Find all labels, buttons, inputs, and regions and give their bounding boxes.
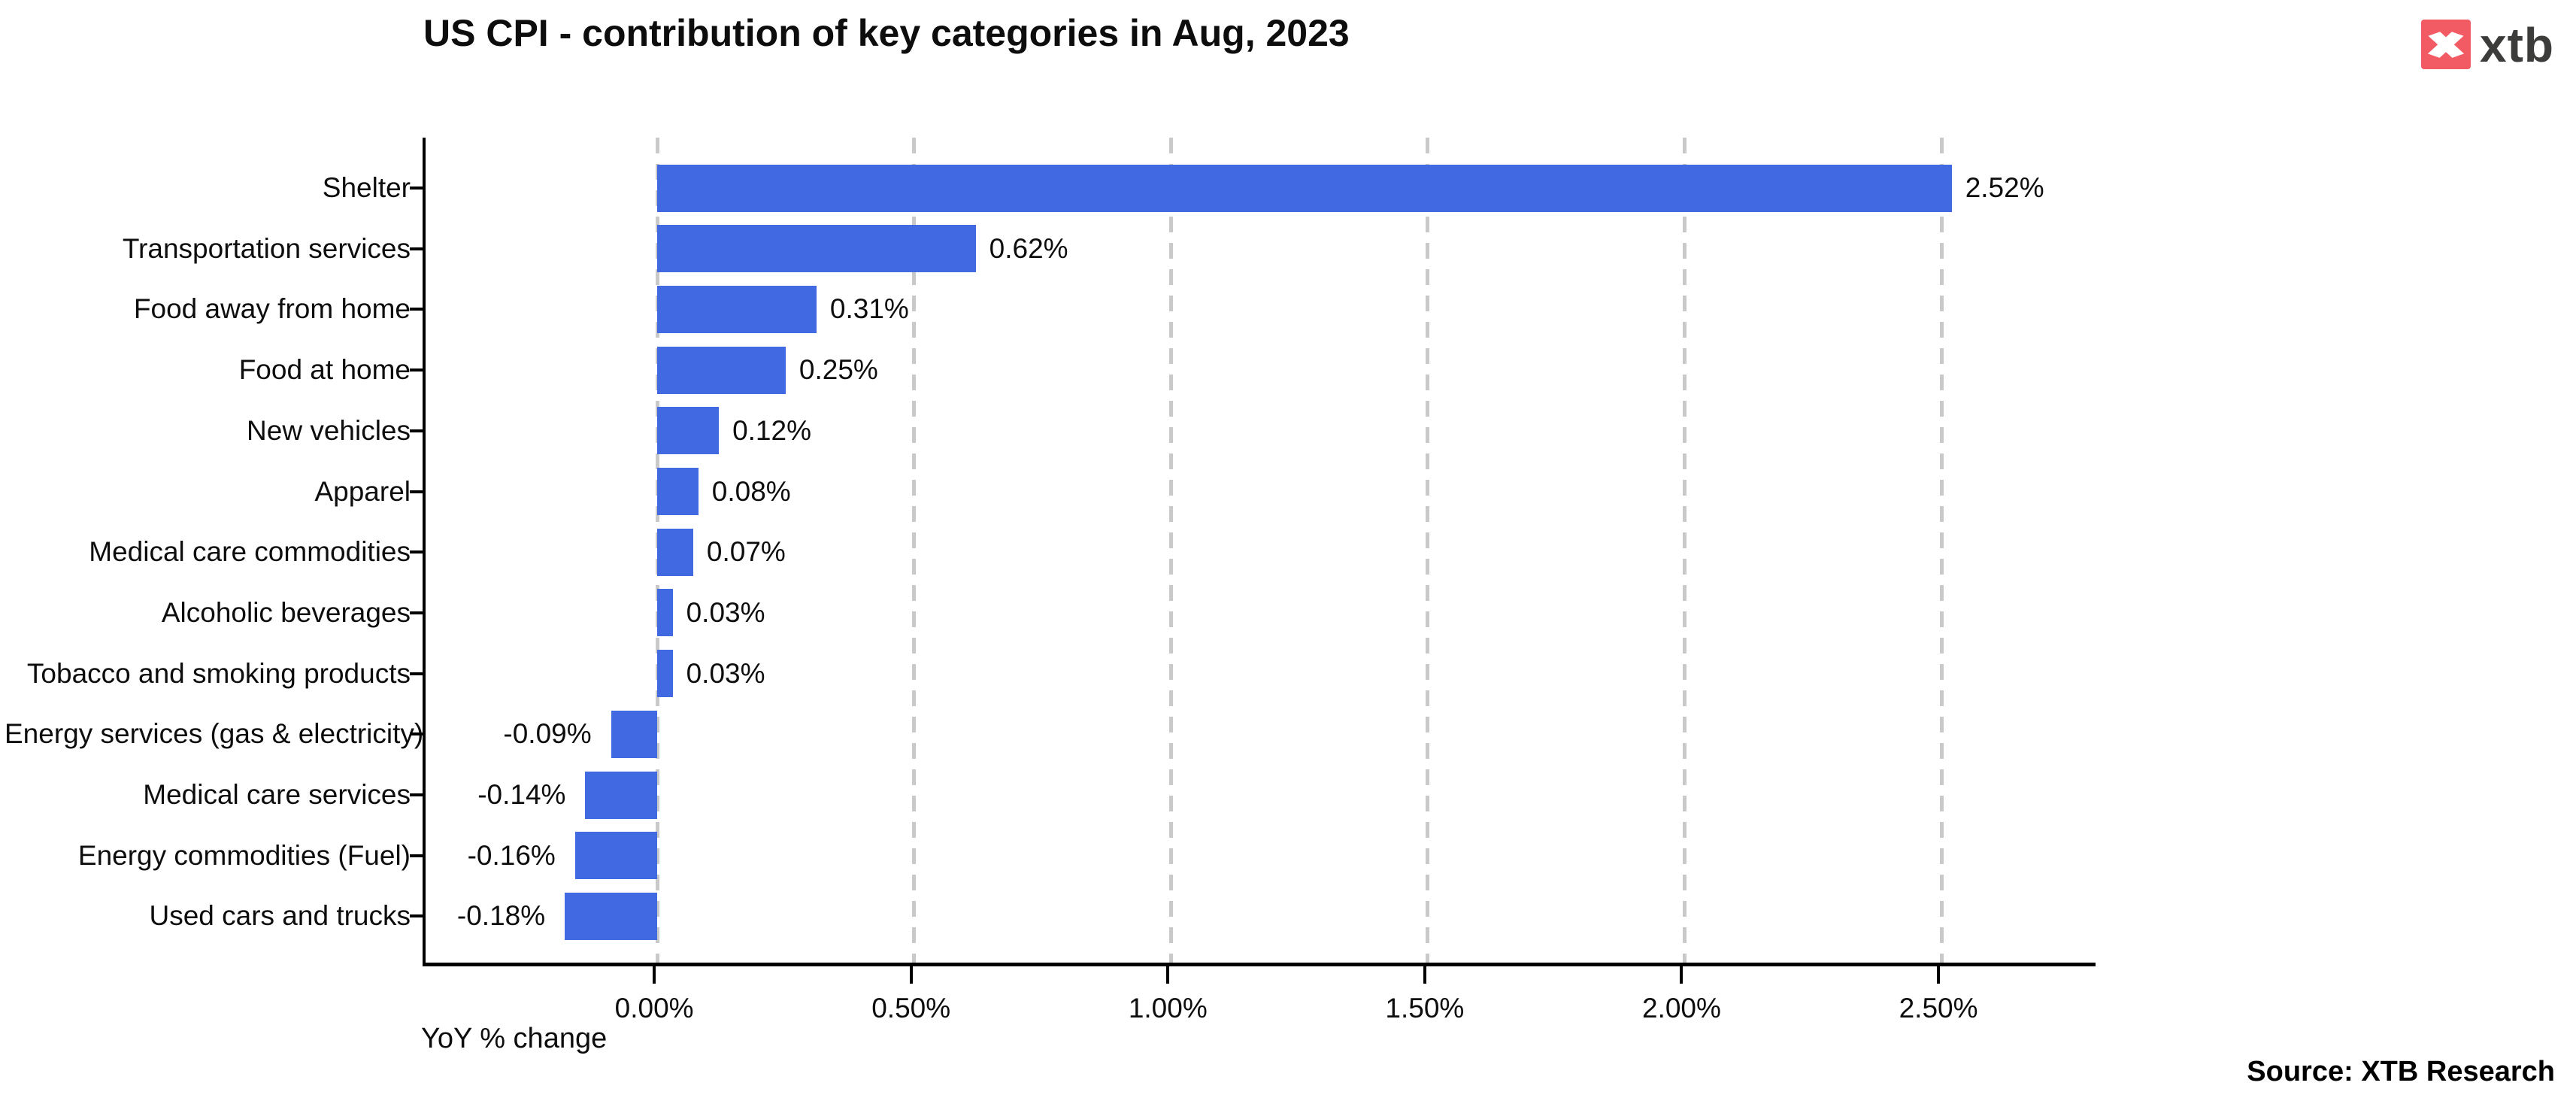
gridline-2: [1682, 138, 1687, 963]
y-tick-alcoholic-beverages: [410, 611, 423, 614]
y-tick-tobacco-and-smoking-products: [410, 672, 423, 675]
bar-energy-commodities-fuel: [574, 832, 658, 880]
x-tick-2.50%: [1937, 966, 1941, 984]
value-label-new-vehicles: 0.12%: [732, 414, 811, 446]
y-tick-used-cars-and-trucks: [410, 914, 423, 918]
x-tick-label-0.00%: 0.00%: [614, 993, 694, 1024]
y-tick-food-away-from-home: [410, 308, 423, 311]
value-label-energy-services-gas-electricity: -0.09%: [503, 718, 592, 750]
bar-shelter: [657, 164, 1952, 212]
x-tick-1.50%: [1423, 966, 1426, 984]
bar-medical-care-commodities: [657, 528, 693, 576]
xtb-x-icon: [2427, 32, 2465, 58]
gridline-1.5: [1426, 138, 1430, 963]
x-tick-0.00%: [653, 966, 656, 984]
value-label-food-at-home: 0.25%: [799, 354, 878, 386]
gridline-1: [1168, 138, 1173, 963]
chart-title: US CPI - contribution of key categories …: [423, 12, 1350, 54]
x-tick-label-1.50%: 1.50%: [1385, 993, 1465, 1024]
bar-tobacco-and-smoking-products: [657, 650, 673, 698]
category-label-shelter: Shelter: [322, 172, 411, 203]
value-label-alcoholic-beverages: 0.03%: [686, 596, 765, 628]
value-label-used-cars-and-trucks: -0.18%: [456, 900, 546, 932]
y-tick-energy-commodities-fuel: [410, 854, 423, 857]
xtb-logo-text: xtb: [2480, 18, 2554, 72]
y-tick-transportation-services: [410, 247, 423, 250]
xtb-logo: xtb: [2421, 20, 2554, 69]
bar-new-vehicles: [657, 407, 720, 455]
bar-food-away-from-home: [657, 285, 817, 333]
value-label-transportation-services: 0.62%: [989, 232, 1068, 264]
source-credit: Source: XTB Research: [2247, 1056, 2555, 1087]
y-tick-energy-services-gas-electricity: [410, 732, 423, 736]
x-tick-1.00%: [1166, 966, 1170, 984]
x-tick-label-1.00%: 1.00%: [1128, 993, 1208, 1024]
bar-alcoholic-beverages: [657, 589, 673, 637]
value-label-apparel: 0.08%: [711, 475, 791, 507]
x-tick-label-0.50%: 0.50%: [871, 993, 951, 1024]
x-tick-label-2.00%: 2.00%: [1641, 993, 1721, 1024]
value-label-food-away-from-home: 0.31%: [829, 293, 909, 325]
category-label-medical-care-services: Medical care services: [143, 779, 411, 810]
value-label-tobacco-and-smoking-products: 0.03%: [686, 657, 765, 689]
bar-transportation-services: [657, 225, 976, 273]
category-label-medical-care-commodities: Medical care commodities: [89, 536, 411, 568]
xtb-logo-mark: [2421, 20, 2471, 69]
value-label-energy-commodities-fuel: -0.16%: [467, 839, 556, 871]
category-label-tobacco-and-smoking-products: Tobacco and smoking products: [26, 657, 411, 689]
y-tick-new-vehicles: [410, 429, 423, 432]
x-tick-2.00%: [1680, 966, 1683, 984]
category-label-alcoholic-beverages: Alcoholic beverages: [161, 596, 411, 628]
y-tick-food-at-home: [410, 368, 423, 372]
x-axis-title: YoY % change: [421, 1023, 608, 1054]
x-tick-label-2.50%: 2.50%: [1899, 993, 1978, 1024]
category-label-new-vehicles: New vehicles: [247, 414, 411, 446]
y-tick-medical-care-services: [410, 793, 423, 796]
y-tick-shelter: [410, 187, 423, 190]
bar-food-at-home: [657, 346, 786, 394]
plot-area: [423, 138, 2096, 966]
y-tick-apparel: [410, 490, 423, 493]
category-label-energy-services-gas-electricity: Energy services (gas & electricity): [5, 718, 424, 750]
bar-energy-services-gas-electricity: [611, 710, 658, 758]
value-label-shelter: 2.52%: [1965, 172, 2044, 203]
gridline-2.5: [1939, 138, 1944, 963]
bar-apparel: [657, 468, 699, 515]
category-label-used-cars-and-trucks: Used cars and trucks: [149, 900, 411, 932]
bar-used-cars-and-trucks: [565, 892, 658, 940]
value-label-medical-care-services: -0.14%: [477, 779, 566, 810]
category-label-food-at-home: Food at home: [238, 354, 411, 386]
category-label-apparel: Apparel: [314, 475, 411, 507]
category-label-food-away-from-home: Food away from home: [133, 293, 411, 325]
gridline-0.5: [912, 138, 917, 963]
bar-medical-care-services: [585, 771, 658, 819]
x-tick-0.50%: [909, 966, 913, 984]
category-label-transportation-services: Transportation services: [122, 232, 411, 264]
value-label-medical-care-commodities: 0.07%: [706, 536, 786, 568]
y-tick-medical-care-commodities: [410, 550, 423, 554]
category-label-energy-commodities-fuel: Energy commodities (Fuel): [77, 839, 411, 871]
